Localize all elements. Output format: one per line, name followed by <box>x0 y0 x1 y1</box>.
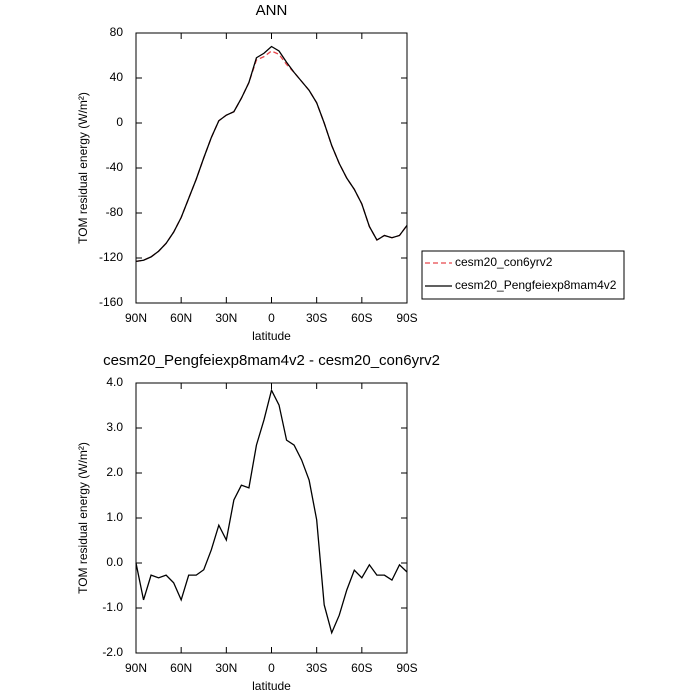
data-line <box>135 50 408 263</box>
y-tick-label: 40 <box>110 70 124 84</box>
x-tick-label: 90N <box>125 661 147 675</box>
legend-label: cesm20_con6yrv2 <box>455 255 553 269</box>
y-tick-label: -120 <box>99 250 123 264</box>
x-axis-label: latitude <box>252 679 291 693</box>
y-tick-label: 1.0 <box>106 510 123 524</box>
x-tick-label: 60N <box>170 661 192 675</box>
legend-label: cesm20_Pengfeiexp8mam4v2 <box>455 278 617 292</box>
y-tick-label: 0 <box>116 115 123 129</box>
y-axis-label: TOM residual energy (W/m²) <box>76 442 90 594</box>
x-tick-label: 30S <box>306 311 327 325</box>
plot-frame <box>135 382 408 654</box>
x-tick-label: 90S <box>396 311 417 325</box>
y-tick-label: 0.0 <box>106 555 123 569</box>
y-tick-label: -40 <box>106 160 124 174</box>
x-tick-label: 30N <box>215 661 237 675</box>
data-line <box>135 388 408 635</box>
x-axis-label: latitude <box>252 329 291 343</box>
x-tick-label: 60S <box>351 661 372 675</box>
y-tick-label: 80 <box>110 25 124 39</box>
y-axis-label: TOM residual energy (W/m²) <box>76 92 90 244</box>
x-tick-label: 90S <box>396 661 417 675</box>
x-tick-label: 30S <box>306 661 327 675</box>
x-tick-label: 0 <box>268 311 275 325</box>
x-tick-label: 30N <box>215 311 237 325</box>
y-tick-label: -2.0 <box>102 645 123 659</box>
chart-title: ANN <box>256 2 288 19</box>
x-tick-label: 0 <box>268 661 275 675</box>
legend-box <box>421 250 625 300</box>
x-tick-label: 60S <box>351 311 372 325</box>
chart-title: cesm20_Pengfeiexp8mam4v2 - cesm20_con6yr… <box>103 352 440 369</box>
plot-frame <box>135 32 408 304</box>
y-tick-label: 3.0 <box>106 420 123 434</box>
x-tick-label: 60N <box>170 311 192 325</box>
y-tick-label: 2.0 <box>106 465 123 479</box>
data-line <box>135 45 408 263</box>
y-tick-label: 4.0 <box>106 375 123 389</box>
y-tick-label: -80 <box>106 205 124 219</box>
x-tick-label: 90N <box>125 311 147 325</box>
y-tick-label: -1.0 <box>102 600 123 614</box>
y-tick-label: -160 <box>99 295 123 309</box>
